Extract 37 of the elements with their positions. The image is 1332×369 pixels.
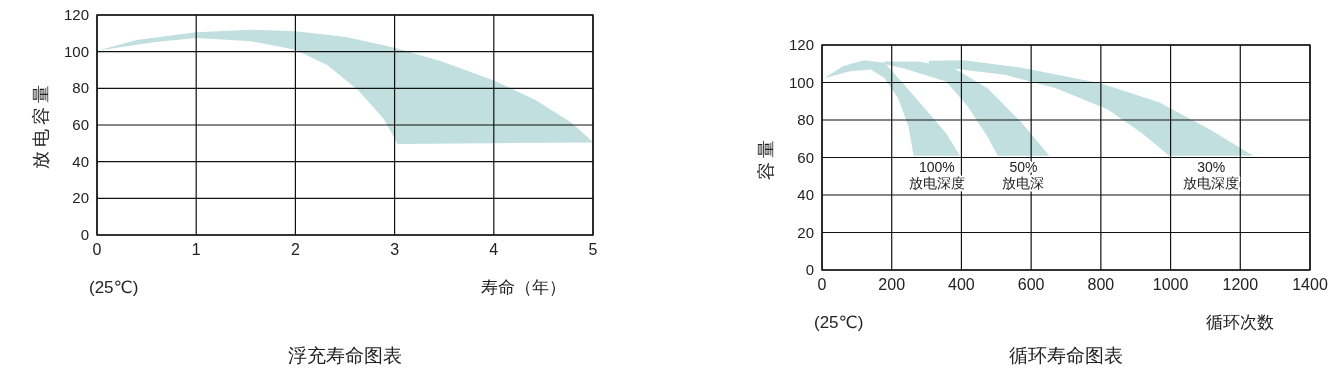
y-tick-label: 60 [797, 148, 814, 166]
y-tick-label: 0 [80, 226, 89, 243]
y-tick-label: 100 [63, 42, 89, 60]
y-tick-label: 80 [797, 111, 814, 128]
x-tick-label: 5 [588, 241, 598, 258]
y-tick-label: 40 [72, 152, 89, 170]
x-axis-title: 循环次数 [1206, 313, 1274, 332]
y-tick-label: 60 [72, 116, 89, 133]
x-tick-label: 1200 [1222, 276, 1259, 293]
y-tick-label: 20 [797, 223, 814, 241]
text: (25℃) [814, 313, 864, 332]
x-axis-title: 寿命（年） [480, 278, 566, 297]
y-tick-label: 100 [788, 73, 814, 91]
x-tick-label: 200 [878, 276, 906, 293]
annotation: 30% 放电深度 [1183, 158, 1240, 191]
y-axis-title: 放电容量 [31, 81, 51, 169]
text: 循环寿命图表 [1009, 345, 1123, 366]
x-tick-label: 400 [948, 276, 975, 293]
x-tick-label: 2 [290, 241, 300, 258]
y-tick-label: 120 [63, 6, 89, 23]
x-tick-label: 1400 [1292, 276, 1328, 293]
text: (25℃) [89, 278, 139, 297]
text: 浮充寿命图表 [288, 345, 402, 366]
y-axis-title: 容量 [756, 135, 776, 180]
x-tick-label: 1 [191, 241, 201, 258]
y-tick-label: 80 [72, 79, 89, 97]
y-tick-label: 20 [72, 189, 89, 207]
x-tick-label: 0 [817, 276, 827, 293]
y-tick-label: 120 [788, 36, 814, 53]
x-tick-label: 0 [92, 241, 102, 258]
x-tick-label: 800 [1087, 276, 1115, 293]
y-tick-label: 40 [797, 186, 814, 203]
x-tick-label: 600 [1017, 276, 1045, 293]
x-tick-label: 3 [390, 241, 400, 258]
x-tick-label: 4 [489, 241, 499, 258]
y-tick-label: 0 [805, 261, 814, 278]
x-tick-label: 1000 [1152, 276, 1189, 293]
